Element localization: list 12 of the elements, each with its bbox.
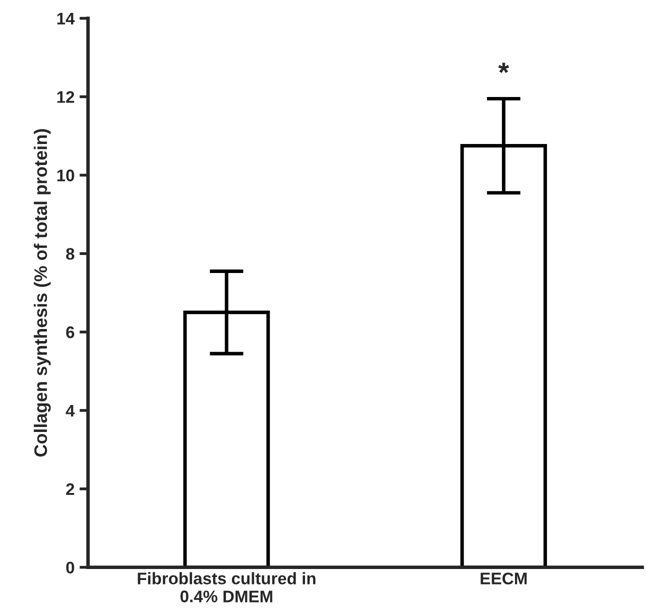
y-tick-label: 8 <box>66 248 74 260</box>
y-tick-label: 6 <box>66 326 74 338</box>
y-tick-label: 10 <box>57 170 74 182</box>
y-tick-label: 0 <box>66 562 74 574</box>
y-tick-label: 14 <box>57 12 75 24</box>
x-tick-label: EECM <box>480 572 527 584</box>
x-tick-label: Fibroblasts cultured in 0.4% DMEM <box>138 572 316 602</box>
y-tick-label: 12 <box>57 91 74 103</box>
y-tick-label: 4 <box>66 405 75 416</box>
annotation: * <box>498 62 510 74</box>
y-axis-title: Collagen synthesis (% of total protein) <box>34 129 51 457</box>
y-tick-label: 2 <box>66 483 74 495</box>
